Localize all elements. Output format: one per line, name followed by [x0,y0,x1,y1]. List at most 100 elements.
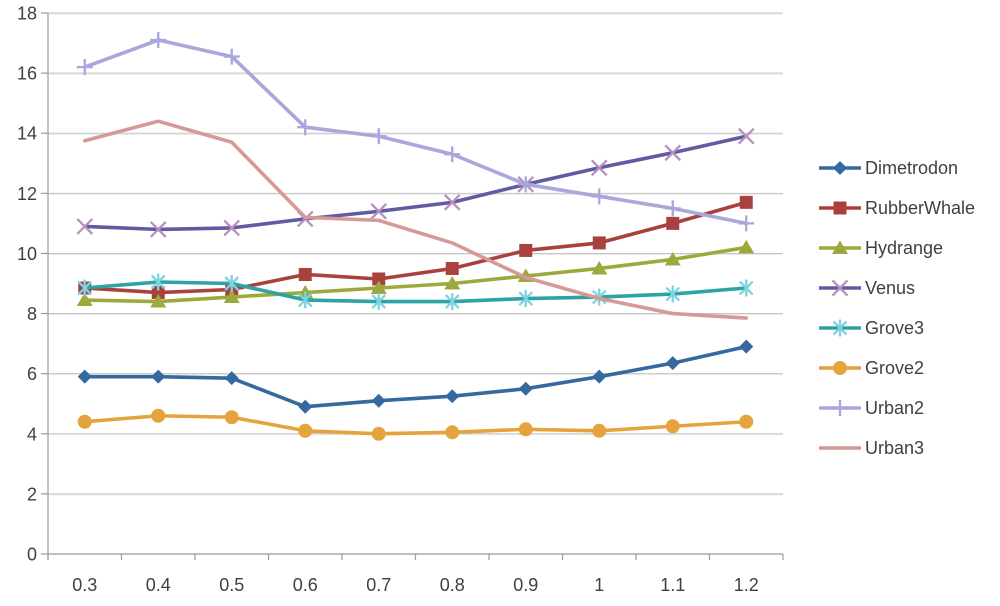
plus-marker-icon [370,128,387,145]
circle-marker-icon [371,426,386,441]
x-marker-icon [76,218,94,235]
x-tick-label: 0.4 [146,575,171,595]
x-marker-icon [831,279,849,297]
triangle-marker-icon [223,289,240,304]
circle-marker-icon [592,423,607,438]
legend-marker-sample [819,361,861,375]
series-line [82,413,749,436]
legend-label: Hydrange [865,237,944,258]
square-marker-icon [372,272,386,286]
series-line [82,38,749,226]
triangle-marker-icon [76,292,93,307]
x-tick-label: 0.7 [366,575,391,595]
y-tick-label: 0 [27,545,37,565]
plus-marker-icon [223,48,240,65]
series-line [82,344,749,409]
triangle-marker-icon [832,240,848,254]
y-tick-label: 12 [17,184,37,204]
y-tick-label: 6 [27,364,37,384]
legend-item-hydrange: Hydrange [818,228,975,268]
diamond-marker-icon [518,381,533,396]
circle-marker-icon [518,422,533,437]
plus-marker-icon [591,188,608,205]
x-marker-icon [443,194,461,211]
legend-item-grove3: Grove3 [818,308,975,348]
x-tick-label: 0.9 [513,575,538,595]
x-marker-icon [737,127,755,145]
diamond-marker-icon [151,369,166,384]
asterisk-marker-icon [297,291,313,309]
x-marker-icon [223,219,241,237]
circle-marker-icon [445,425,460,440]
x-tick-label: 1 [594,575,604,595]
asterisk-marker-icon [832,319,848,337]
diamond-marker-icon [371,393,386,408]
plus-marker-icon [738,215,755,232]
legend-marker-sample [819,319,861,337]
diamond-marker-icon [665,356,680,371]
x-tick-label: 0.5 [219,575,244,595]
legend-item-rubberwhale: RubberWhale [818,188,975,228]
circle-marker-icon [298,423,313,438]
x-marker-icon [149,221,167,238]
legend-item-dimetrodon: Dimetrodon [818,148,975,188]
diamond-marker-icon [298,399,313,414]
legend-label: RubberWhale [865,197,976,218]
legend-marker-sample [819,240,861,254]
diamond-marker-icon [592,369,607,384]
x-tick-label: 0.8 [440,575,465,595]
square-marker-icon [298,267,312,281]
series-line [82,119,749,320]
legend-label: Dimetrodon [865,157,959,178]
legend-label: Grove3 [865,317,925,338]
y-tick-label: 4 [27,424,37,444]
series-venus [76,127,755,238]
x-tick-label: 1.1 [660,575,685,595]
diamond-marker-icon [833,161,847,175]
legend-marker-sample [819,400,861,416]
legend-item-urban2: Urban2 [818,388,975,428]
diamond-marker-icon [224,371,239,386]
series-grove2 [77,408,754,441]
y-tick-label: 10 [17,244,37,264]
legend-marker-sample [819,279,861,297]
plus-marker-icon [444,146,461,163]
chart-legend: Dimetrodon RubberWhale Hydrange Venus Grove3… [818,148,975,468]
asterisk-marker-icon [371,293,387,311]
series-rubberwhale [78,195,753,300]
x-marker-icon [590,159,608,177]
x-tick-label: 0.3 [72,575,97,595]
square-marker-icon [519,243,533,257]
plus-marker-icon [297,119,314,136]
diamond-marker-icon [77,369,92,384]
asterisk-marker-icon [738,279,754,297]
axes [41,12,784,560]
triangle-marker-icon [150,294,167,308]
series-line [82,134,749,232]
legend-item-venus: Venus [818,268,975,308]
y-tick-label: 18 [17,4,37,24]
legend-label: Grove2 [865,357,925,378]
asterisk-marker-icon [444,293,460,311]
y-tick-label: 16 [17,64,37,84]
asterisk-marker-icon [665,285,681,303]
asterisk-marker-icon [224,275,240,292]
triangle-marker-icon [738,239,755,254]
asterisk-marker-icon [150,273,166,291]
asterisk-marker-icon [77,279,93,297]
circle-marker-icon [151,408,166,423]
square-marker-icon [833,201,847,215]
legend-item-urban3: Urban3 [818,428,975,468]
legend-label: Urban3 [865,437,925,458]
circle-marker-icon [224,410,239,425]
series-line [82,280,749,304]
legend-marker-sample [819,201,861,215]
y-tick-label: 2 [27,484,37,504]
plus-marker-icon [832,400,848,416]
square-marker-icon [739,195,753,209]
legend-label: Venus [865,277,916,298]
y-tick-label: 14 [17,124,37,144]
series-line [82,200,749,295]
